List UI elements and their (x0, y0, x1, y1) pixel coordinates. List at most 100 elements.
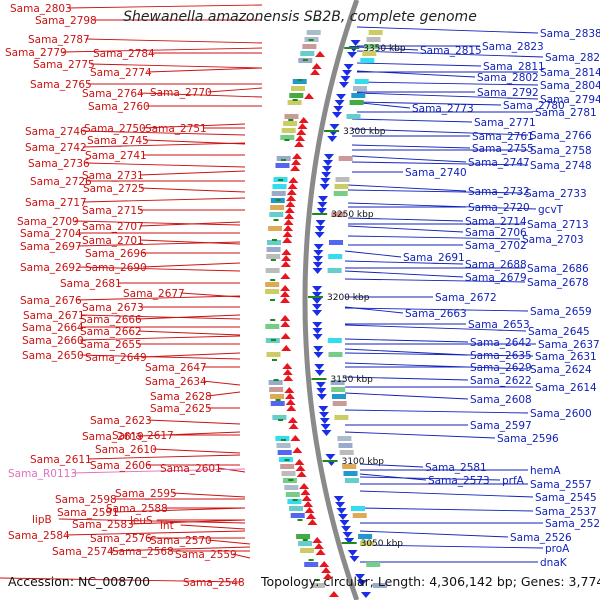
reverse-feature-box (329, 240, 343, 245)
left-gene-label: Sama_2725 (83, 183, 145, 195)
right-gene-label: Sama_2747 (468, 157, 530, 169)
forward-gene-arrow (304, 507, 315, 513)
genome-backbone (302, 0, 360, 600)
reverse-gene-arrow (347, 52, 358, 58)
left-gene-label: Sama_2664 (22, 322, 84, 334)
forward-feature-box (280, 464, 295, 469)
forward-gene-arrow (296, 471, 307, 477)
forward-feature-box (290, 513, 305, 518)
forward-feature-box (284, 114, 299, 119)
left-leader-line (90, 63, 263, 69)
left-leader-line (85, 38, 263, 44)
reverse-gene-arrow (313, 244, 324, 250)
reverse-gene-arrow (318, 196, 329, 202)
forward-feature-box (281, 471, 296, 476)
reverse-gene-arrow (325, 454, 336, 460)
reverse-feature-box (353, 86, 367, 91)
reverse-gene-arrow (315, 382, 326, 388)
left-gene-label: leuS (130, 515, 153, 527)
left-leader-line (79, 354, 241, 360)
forward-gene-arrow (286, 195, 297, 201)
kbp-tick-label: 3100 kbp (342, 457, 385, 467)
right-leader-line (359, 544, 544, 549)
left-gene-label: Sama_R0113 (8, 468, 77, 480)
right-gene-label: Sama_2733 (525, 188, 587, 200)
forward-gene-arrow (322, 573, 333, 579)
left-leader-line (147, 419, 241, 425)
left-leader-line (77, 241, 241, 247)
reverse-gene-arrow (320, 178, 331, 184)
kbp-tick-label: 3350 kbp (363, 44, 406, 54)
right-gene-label: Sama_2824 (545, 52, 600, 64)
forward-gene-arrow (295, 135, 306, 141)
forward-gene-arrow (299, 483, 310, 489)
forward-gene-arrow (319, 561, 330, 567)
reverse-feature-box (337, 436, 352, 441)
forward-gene-arrow (312, 537, 323, 543)
forward-gene-arrow (315, 51, 326, 57)
reverse-feature-box (333, 191, 348, 196)
reverse-gene-arrow (333, 496, 344, 502)
forward-feature-box (310, 583, 325, 588)
reverse-feature-box (349, 100, 364, 105)
reverse-gene-arrow (337, 514, 348, 520)
left-leader-line (77, 266, 241, 272)
forward-feature-box (270, 401, 285, 406)
forward-gene-arrow (287, 183, 298, 189)
reverse-feature-box (328, 254, 343, 259)
left-gene-label: Sama_2731 (82, 170, 144, 182)
left-gene-label: Sama_2697 (20, 241, 82, 253)
reverse-gene-arrow (341, 526, 352, 532)
right-gene-label: Sama_2740 (405, 167, 467, 179)
reverse-feature-box (327, 338, 342, 343)
reverse-gene-arrow (323, 154, 334, 160)
left-gene-label: Sama_2576 (90, 533, 152, 545)
left-gene-label: Sama_2548 (183, 577, 245, 589)
right-gene-label: Sama_2631 (535, 351, 597, 363)
right-gene-label: Sama_2720 (468, 202, 530, 214)
left-gene-label: Sama_2696 (85, 248, 147, 260)
reverse-gene-arrow (316, 388, 327, 394)
right-leader-line (359, 473, 427, 481)
reverse-feature-box (342, 464, 357, 469)
right-gene-label: Sama_2804 (540, 80, 600, 92)
left-leader-line (142, 352, 241, 358)
right-leader-line (344, 348, 469, 356)
left-gene-label: Sama_2681 (60, 278, 122, 290)
left-leader-line (207, 391, 241, 397)
left-leader-line (140, 187, 246, 193)
left-gene-label: Sama_2784 (93, 48, 155, 60)
reverse-gene-arrow (317, 202, 328, 208)
kbp-tick-label: 3050 kbp (361, 539, 404, 549)
forward-feature-box (270, 394, 284, 399)
forward-feature-box (269, 212, 284, 217)
forward-feature-box (287, 100, 302, 105)
forward-gene-arrow (291, 159, 302, 165)
forward-feature-box (292, 79, 307, 84)
left-gene-label: Sama_2742 (25, 142, 87, 154)
right-gene-label: Sama_2678 (527, 277, 589, 289)
right-leader-line (351, 155, 467, 163)
left-gene-label: Sama_2750 (84, 123, 146, 135)
left-gene-label: Sama_2570 (150, 535, 212, 547)
left-gene-label: Sama_2568 (112, 546, 174, 558)
forward-gene-arrow (297, 123, 308, 129)
right-leader-line (344, 352, 534, 357)
right-gene-label: Sama_2557 (530, 479, 592, 491)
reverse-gene-arrow (312, 334, 323, 340)
left-gene-label: Sama_2591 (57, 507, 119, 519)
forward-feature-box (287, 499, 302, 504)
forward-feature-box (302, 44, 317, 49)
reverse-gene-arrow (316, 394, 327, 400)
right-gene-label: Sama_2622 (470, 375, 532, 387)
left-gene-label: Sama_2634 (145, 376, 207, 388)
forward-feature-box (304, 562, 319, 567)
forward-gene-arrow (321, 567, 332, 573)
forward-feature-box (277, 450, 292, 455)
reverse-feature-box (330, 380, 345, 385)
right-gene-label: Sama_2537 (535, 506, 597, 518)
right-leader-line (344, 409, 529, 414)
reverse-gene-arrow (314, 364, 325, 370)
